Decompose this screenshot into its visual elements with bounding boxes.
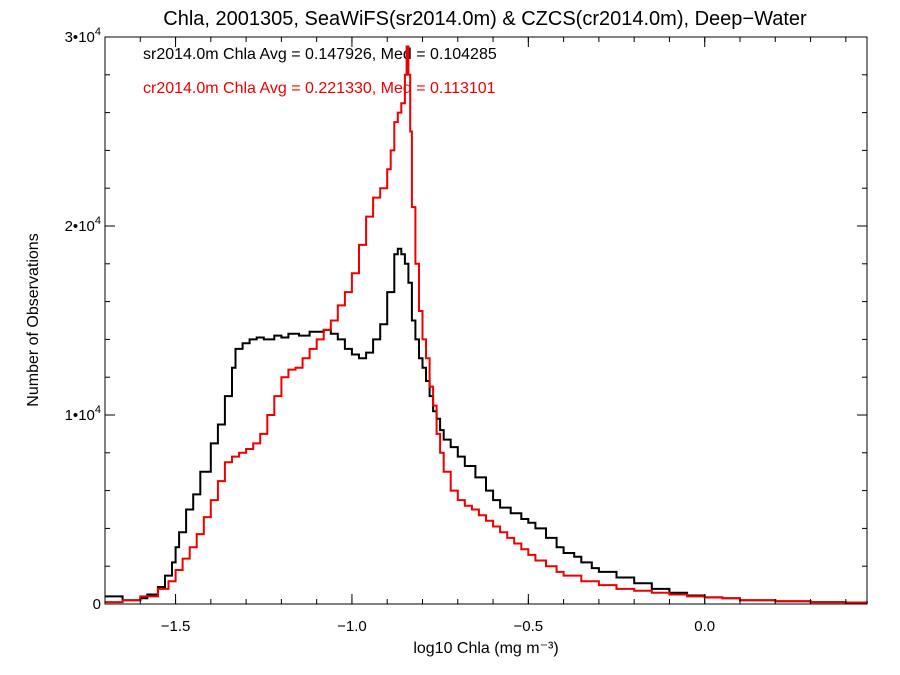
y-tick-label: 3•104: [65, 26, 101, 46]
x-tick-label: 0.0: [694, 618, 715, 635]
ticks-layer: −1.5 −1.0 −0.5 0.0 0 1•104 2•104 3•104: [65, 26, 867, 635]
y-axis-label: Number of Observations: [25, 233, 42, 406]
chart-title: Chla, 2001305, SeaWiFS(sr2014.0m) & CZCS…: [163, 8, 807, 30]
y-tick-label: 0: [93, 596, 101, 613]
series-line-0: [105, 247, 868, 604]
x-tick-label: −1.0: [337, 618, 367, 635]
series-line-1: [105, 45, 868, 604]
axes-layer: [104, 36, 868, 605]
series-layer: [105, 45, 868, 604]
plot-frame: [104, 36, 868, 605]
annotation-red-stats: cr2014.0m Chla Avg = 0.221330, Med = 0.1…: [143, 80, 496, 97]
y-tick-label: 2•104: [65, 215, 101, 235]
y-tick-label: 1•104: [65, 404, 101, 424]
x-tick-label: −1.5: [161, 618, 191, 635]
annotation-black-stats: sr2014.0m Chla Avg = 0.147926, Med = 0.1…: [143, 46, 497, 63]
x-tick-label: −0.5: [514, 618, 544, 635]
x-axis-label: log10 Chla (mg m⁻³): [413, 640, 558, 657]
